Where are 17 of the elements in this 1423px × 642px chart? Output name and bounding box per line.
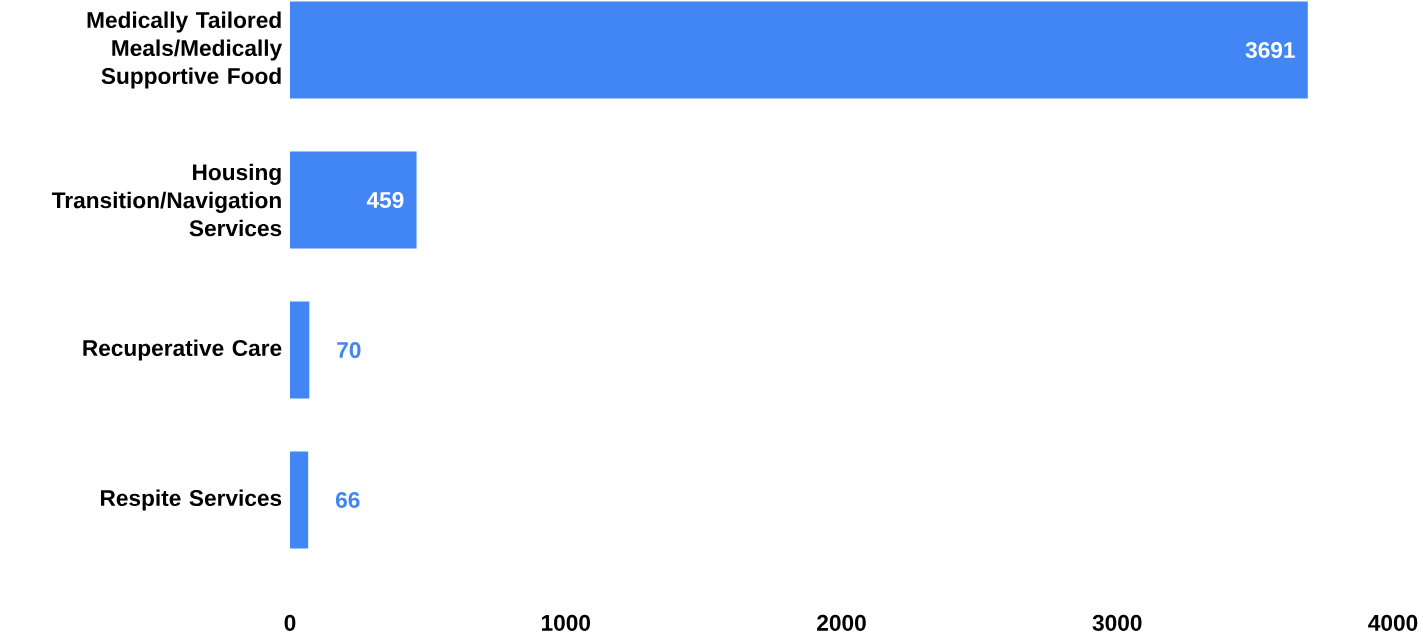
y-tick-label: Respite Services [101,489,282,511]
data-label: 66 [335,491,360,509]
data-label: 459 [366,191,404,209]
bar [290,151,417,249]
y-tick-label: Housing Transition/Navigation Services [51,163,282,237]
x-tick-label: 2000 [817,614,866,631]
y-tick-label: Recuperative Care [83,339,282,361]
x-tick-label: 4000 [1368,614,1418,631]
bar [290,1,1308,99]
data-label: 70 [337,341,361,359]
bar [290,301,310,399]
data-label: 3691 [1245,41,1295,59]
bar [290,451,309,549]
y-tick-label: Medically Tailored Meals/Medically Supportive Food [87,11,283,89]
x-tick-label: 1000 [541,614,591,631]
x-tick-label: 3000 [1092,614,1142,631]
x-tick-label: 0 [284,614,296,631]
